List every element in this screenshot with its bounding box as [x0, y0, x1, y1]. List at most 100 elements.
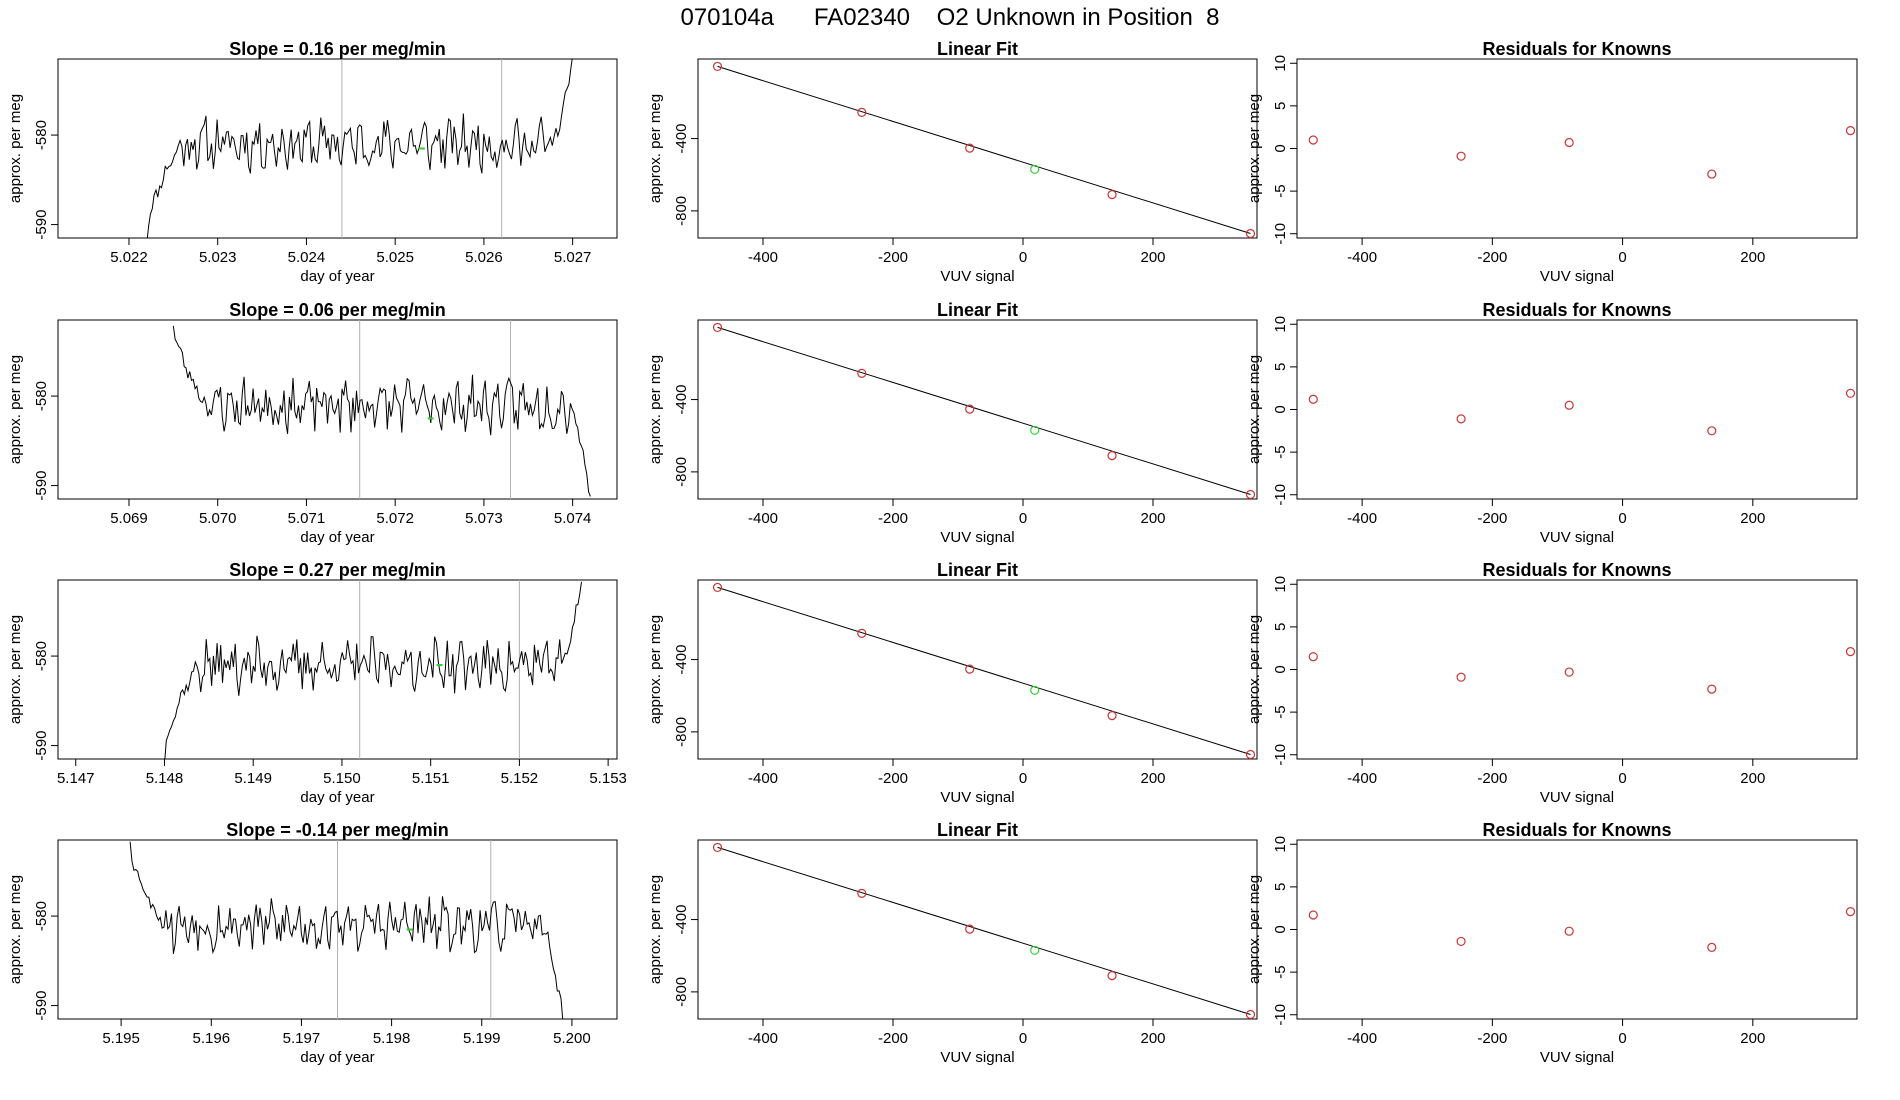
- panel-1-2: Linear Fit -400 -200 0 200 VUV signal -400 -800…: [647, 39, 1258, 285]
- y-tick-label: -5: [1272, 965, 1289, 978]
- x-axis-label: VUV signal: [940, 789, 1014, 806]
- y-axis-label: approx. per meg: [7, 355, 24, 464]
- y-axis-label: approx. per meg: [647, 875, 664, 984]
- x-tick-label: 5.022: [110, 249, 148, 266]
- x-tick-label: 5.074: [554, 510, 592, 527]
- x-tick-label: 0: [1019, 770, 1027, 787]
- known-point: [1564, 137, 1574, 148]
- x-tick-label: 5.198: [373, 1030, 411, 1047]
- known-point: [1707, 169, 1717, 179]
- x-axis-label: VUV signal: [1540, 1049, 1614, 1066]
- unknown-point: [1030, 945, 1040, 955]
- y-tick-label: -400: [673, 124, 690, 154]
- panel-title: Residuals for Knowns: [1482, 300, 1671, 320]
- x-tick-label: 5.151: [412, 770, 450, 787]
- known-point: [1308, 910, 1318, 920]
- known-point: [1564, 400, 1574, 410]
- known-point: [1245, 489, 1256, 500]
- x-tick-label: 5.069: [110, 510, 148, 527]
- figure-title: 070104a FA02340 O2 Unknown in Position 8: [680, 4, 1220, 31]
- panel-title: Linear Fit: [937, 39, 1018, 59]
- x-axis-label: VUV signal: [1540, 268, 1614, 285]
- series-trace: [129, 841, 564, 1019]
- plot-frame: [57, 319, 618, 500]
- y-axis-label: approx. per meg: [1246, 355, 1263, 464]
- y-tick-label: -590: [33, 731, 50, 761]
- x-tick-label: 5.072: [376, 510, 414, 527]
- y-axis-label: approx. per meg: [647, 615, 664, 724]
- known-point: [857, 107, 867, 117]
- known-point: [1245, 749, 1256, 760]
- known-point: [712, 582, 723, 593]
- series-trace: [172, 325, 591, 497]
- known-point: [1456, 151, 1466, 161]
- x-tick-label: -400: [748, 1030, 778, 1047]
- known-point: [965, 664, 975, 674]
- unknown-point: [1030, 164, 1040, 174]
- series-trace: [164, 581, 582, 759]
- y-tick-label: -590: [33, 471, 50, 501]
- plot-frame: [1296, 319, 1858, 500]
- x-tick-label: -200: [1477, 249, 1507, 266]
- known-point: [965, 404, 975, 414]
- unknown-point: [1030, 685, 1040, 695]
- x-tick-label: 200: [1140, 1030, 1165, 1047]
- known-point: [1107, 711, 1117, 721]
- x-tick-label: 5.025: [376, 249, 414, 266]
- y-tick-label: 0: [1272, 405, 1289, 413]
- known-point: [1564, 926, 1574, 936]
- panel-title: Linear Fit: [937, 300, 1018, 320]
- y-tick-label: 10: [1272, 836, 1289, 853]
- known-point: [1707, 684, 1717, 694]
- x-tick-label: 200: [1140, 249, 1165, 266]
- x-tick-label: 0: [1618, 770, 1626, 787]
- y-tick-label: -580: [33, 901, 50, 931]
- known-point: [1107, 971, 1117, 981]
- x-tick-label: 5.024: [288, 249, 326, 266]
- known-point: [712, 322, 723, 333]
- panel-title: Slope = -0.14 per meg/min: [226, 820, 449, 840]
- panel-title: Residuals for Knowns: [1482, 820, 1671, 840]
- y-tick-label: -5: [1272, 705, 1289, 718]
- x-tick-label: 5.023: [199, 249, 237, 266]
- y-tick-label: -5: [1272, 445, 1289, 458]
- y-axis-label: approx. per meg: [1246, 94, 1263, 203]
- x-tick-label: 5.070: [199, 510, 237, 527]
- plot-frame: [697, 579, 1258, 760]
- x-tick-label: 200: [1740, 770, 1765, 787]
- x-axis-label: VUV signal: [1540, 529, 1614, 546]
- panel-title: Slope = 0.27 per meg/min: [229, 560, 446, 580]
- x-tick-label: 5.073: [465, 510, 503, 527]
- x-tick-label: -400: [1347, 510, 1377, 527]
- known-point: [1845, 126, 1856, 136]
- x-tick-label: -200: [1477, 1030, 1507, 1047]
- known-point: [1456, 414, 1466, 424]
- panel-title: Linear Fit: [937, 560, 1018, 580]
- y-tick-label: -590: [33, 991, 50, 1021]
- y-axis-label: approx. per meg: [1246, 875, 1263, 984]
- panel-title: Slope = 0.16 per meg/min: [229, 39, 446, 59]
- x-tick-label: 5.026: [465, 249, 503, 266]
- panel-4-2: Linear Fit -400 -200 0 200 VUV signal -400 -800…: [647, 820, 1258, 1066]
- y-tick-label: -580: [33, 641, 50, 671]
- y-tick-label: -580: [33, 381, 50, 411]
- known-point: [857, 628, 867, 638]
- x-tick-label: -200: [878, 770, 908, 787]
- known-point: [1456, 936, 1466, 947]
- panel-2-1: Slope = 0.06 per meg/min 5.069 5.070 5.071 5…: [7, 300, 618, 546]
- x-tick-label: 200: [1740, 510, 1765, 527]
- panel-title: Residuals for Knowns: [1482, 560, 1671, 580]
- panel-3-3: Residuals for Knowns -400 -200 0 200 VUV sign…: [1246, 560, 1858, 806]
- known-point: [1845, 906, 1856, 917]
- plot-frame: [1296, 839, 1858, 1020]
- y-tick-label: -10: [1272, 223, 1289, 245]
- x-tick-label: 5.071: [288, 510, 326, 527]
- y-axis-label: approx. per meg: [7, 875, 24, 984]
- x-tick-label: -400: [1347, 770, 1377, 787]
- y-tick-label: -800: [673, 717, 690, 747]
- series-trace: [146, 59, 573, 238]
- x-tick-label: 5.196: [193, 1030, 231, 1047]
- y-tick-label: -10: [1272, 744, 1289, 766]
- panel-2-3: Residuals for Knowns -400 -200 0 200 VUV sign…: [1246, 300, 1858, 546]
